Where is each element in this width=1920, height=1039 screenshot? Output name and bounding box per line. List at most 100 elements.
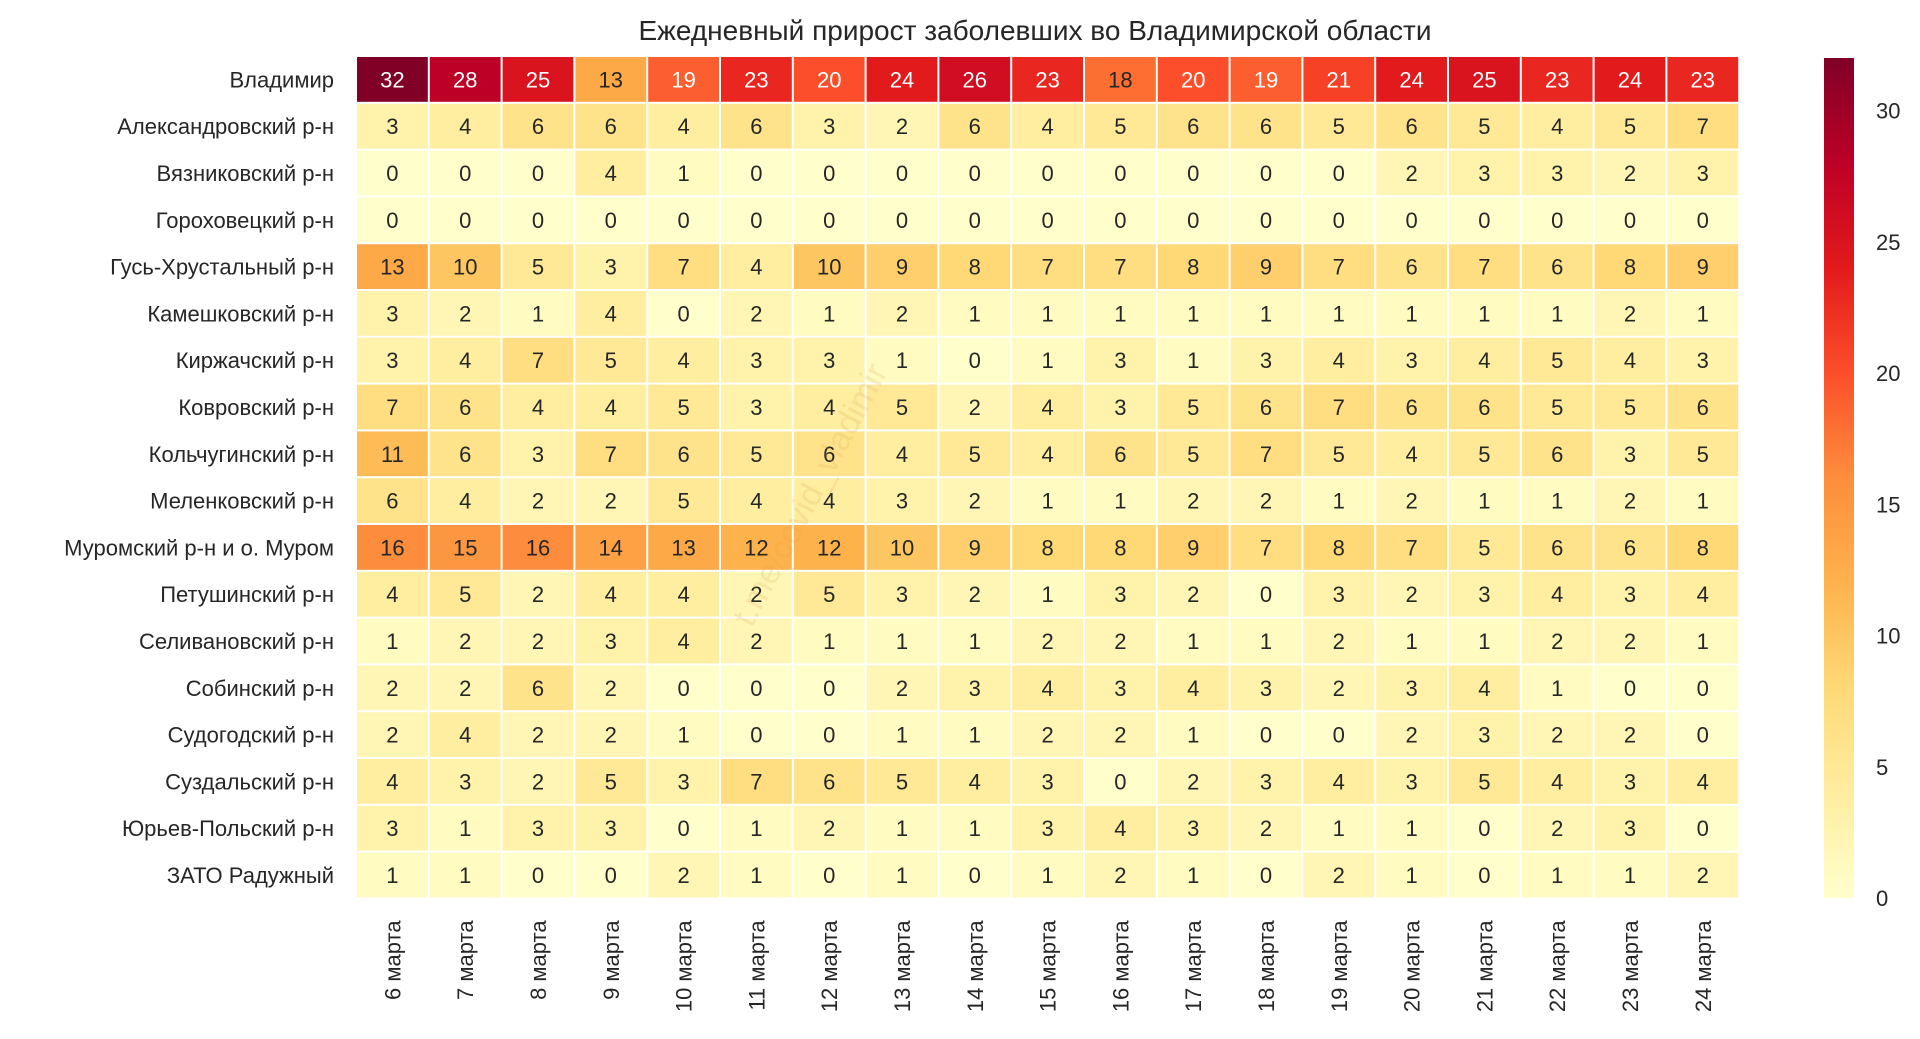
cell-value: 0 (1333, 208, 1345, 233)
heatmap-cell (429, 712, 501, 757)
cell-value: 8 (969, 255, 981, 280)
heatmap-cell (648, 805, 719, 851)
cell-value: 4 (823, 395, 835, 420)
cell-value: 2 (1405, 161, 1417, 186)
cell-value: 0 (1114, 769, 1126, 794)
heatmap-cell (648, 431, 719, 477)
heatmap-cell (1085, 384, 1156, 430)
cell-value: 3 (1478, 161, 1490, 186)
heatmap-cell (721, 150, 792, 196)
heatmap-cell (357, 57, 428, 102)
cell-value: 0 (823, 676, 835, 701)
heatmap-cell (1594, 384, 1666, 430)
heatmap-cell (1157, 805, 1229, 851)
cell-value: 0 (459, 161, 471, 186)
heatmap-cell (1376, 759, 1447, 804)
cell-value: 0 (750, 161, 762, 186)
cell-value: 5 (896, 769, 908, 794)
cell-value: 7 (386, 395, 398, 420)
cell-value: 2 (750, 629, 762, 654)
heatmap-cell (357, 618, 428, 664)
heatmap-cell (357, 525, 428, 570)
heatmap-cell (793, 197, 865, 243)
x-tick-label: 12 марта (817, 920, 842, 1013)
heatmap-cell (1157, 57, 1229, 102)
heatmap-cell (648, 384, 719, 430)
cell-value: 3 (677, 769, 689, 794)
cell-value: 2 (896, 301, 908, 326)
heatmap-cell (1157, 478, 1229, 523)
heatmap-cell (648, 478, 719, 523)
cell-value: 3 (823, 348, 835, 373)
cell-value: 3 (1041, 769, 1053, 794)
cell-value: 4 (1114, 816, 1126, 841)
heatmap-cell (1303, 665, 1375, 711)
heatmap-cell (429, 571, 501, 617)
cell-value: 2 (1624, 629, 1636, 654)
cell-value-labels: 32 28 25 13 19 23 20 24 26 23 18 20 19 21 24 25 23 24 233 4… (380, 67, 1715, 888)
cell-value: 12 (744, 535, 768, 560)
cell-value: 0 (1478, 208, 1490, 233)
heatmap-cell (429, 618, 501, 664)
heatmap-cell (793, 337, 865, 383)
x-tick-label: 21 марта (1472, 920, 1497, 1013)
cell-value: 8 (1697, 535, 1709, 560)
cell-value: 4 (605, 301, 617, 326)
heatmap-cell (1085, 618, 1156, 664)
cell-value: 0 (1697, 816, 1709, 841)
heatmap-cell (939, 57, 1011, 102)
cell-value: 2 (1333, 863, 1345, 888)
cell-value: 4 (677, 629, 689, 654)
cell-value: 0 (1697, 723, 1709, 748)
heatmap-cell (939, 618, 1011, 664)
heatmap-cell (1303, 103, 1375, 149)
y-axis-tick-labels: Владимир Александровский р-н Вязниковский … (64, 67, 334, 888)
heatmap-cell (1085, 337, 1156, 383)
cell-value: 1 (532, 301, 544, 326)
heatmap-cell (1157, 244, 1229, 289)
heatmap-cell (866, 618, 938, 664)
cell-value: 0 (1333, 723, 1345, 748)
cell-value: 2 (386, 723, 398, 748)
cell-value: 0 (1405, 208, 1417, 233)
heatmap-cell (1521, 525, 1593, 570)
cell-value: 10 (817, 255, 841, 280)
heatmap-cell (502, 571, 574, 617)
heatmap-cell (1449, 665, 1520, 711)
cell-value: 1 (1697, 301, 1709, 326)
cell-value: 3 (386, 816, 398, 841)
cell-value: 23 (744, 67, 768, 92)
cell-value: 1 (1405, 301, 1417, 326)
cell-value: 5 (1333, 442, 1345, 467)
heatmap-cell (866, 805, 938, 851)
heatmap-cell (1303, 712, 1375, 757)
cell-value: 2 (1624, 723, 1636, 748)
x-tick-label: 23 марта (1618, 920, 1643, 1013)
heatmap-cell (793, 244, 865, 289)
heatmap-cell (866, 57, 938, 102)
heatmap-cell (1085, 665, 1156, 711)
cell-value: 5 (1624, 114, 1636, 139)
heatmap-cell (1449, 618, 1520, 664)
cell-value: 2 (677, 863, 689, 888)
heatmap-cell (1012, 712, 1083, 757)
heatmap-cell (866, 478, 938, 523)
heatmap-cell (575, 103, 647, 149)
cell-value: 2 (1551, 816, 1563, 841)
cell-value: 1 (896, 816, 908, 841)
cell-value: 8 (1114, 535, 1126, 560)
x-tick-label: 18 марта (1254, 920, 1279, 1013)
heatmap-cell (1667, 525, 1739, 570)
colorbar-tick-label: 5 (1876, 755, 1888, 780)
heatmap-cell (429, 384, 501, 430)
heatmap-cell (866, 337, 938, 383)
heatmap-cell (502, 244, 574, 289)
cell-value: 3 (1478, 582, 1490, 607)
cell-value: 26 (963, 67, 987, 92)
heatmap-cell (357, 431, 428, 477)
heatmap-cell (939, 665, 1011, 711)
cell-value: 5 (1187, 395, 1199, 420)
cell-value: 2 (896, 114, 908, 139)
colorbar-tick-label: 10 (1876, 624, 1900, 649)
heatmap-cells (357, 57, 1739, 898)
